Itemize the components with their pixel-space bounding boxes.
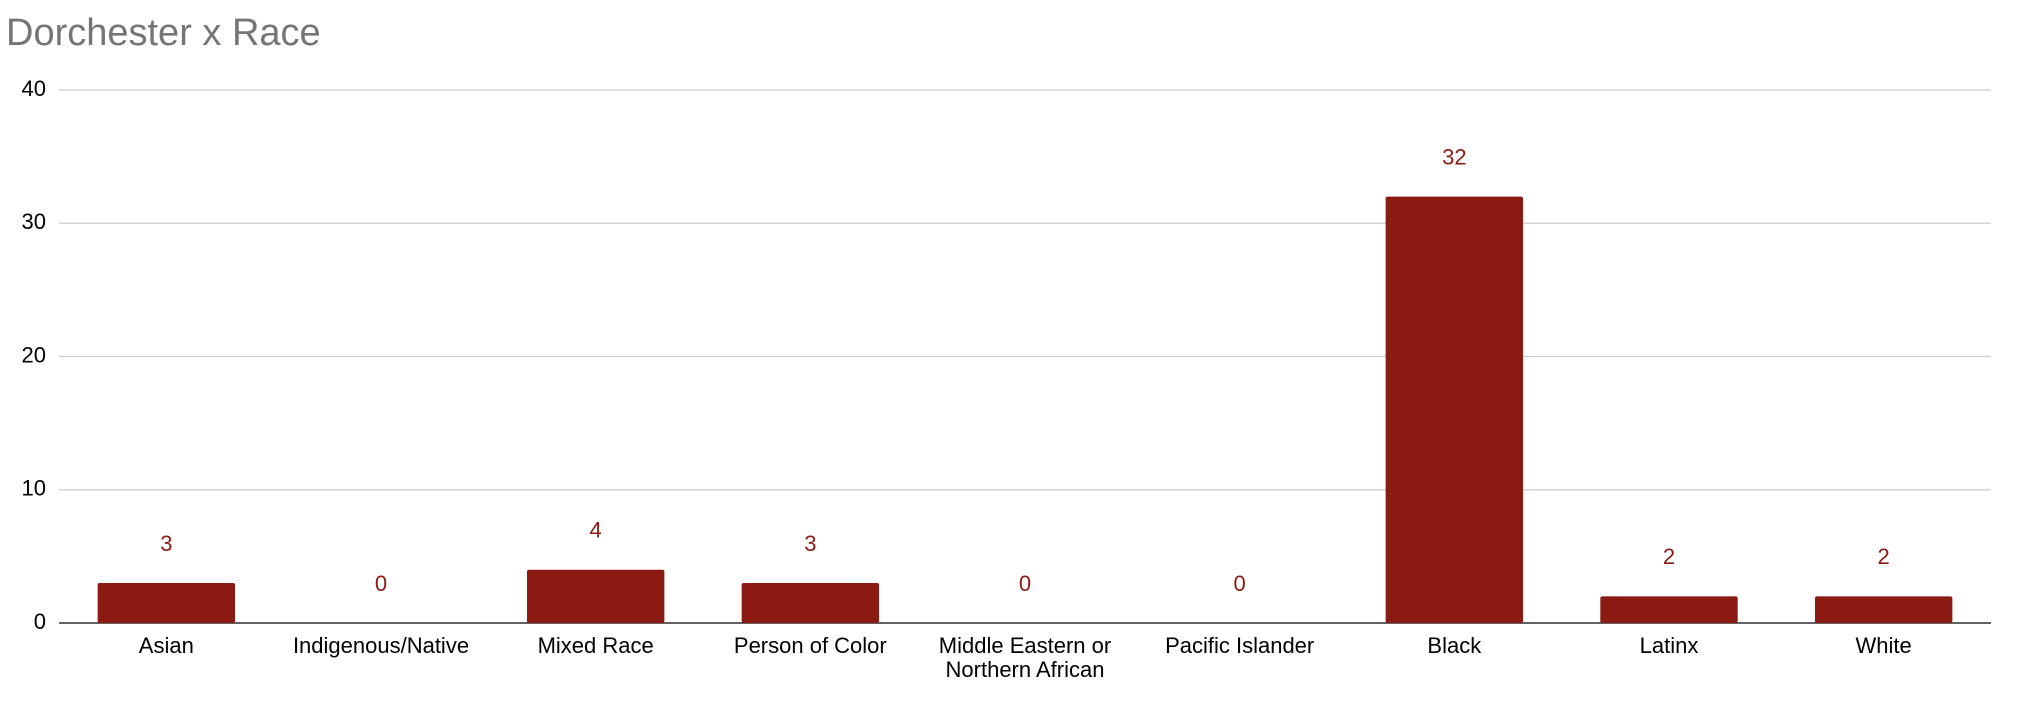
x-tick-label: Latinx xyxy=(1639,633,1699,658)
data-label: 2 xyxy=(1663,544,1675,569)
data-label: 3 xyxy=(160,531,172,556)
x-tick-label: Indigenous/Native xyxy=(292,633,470,658)
chart-title: Dorchester x Race xyxy=(6,12,321,54)
bar xyxy=(97,583,236,623)
data-label: 3 xyxy=(804,531,816,556)
bar xyxy=(741,583,880,623)
bar xyxy=(1385,196,1524,623)
y-tick-label: 0 xyxy=(34,609,46,634)
data-label: 4 xyxy=(590,518,602,543)
x-tick-label: Pacific Islander xyxy=(1165,633,1315,658)
x-tick-label: Middle Eastern or Northern African xyxy=(938,633,1112,682)
x-tick-label: Asian xyxy=(138,633,194,658)
bar xyxy=(526,569,665,623)
data-label: 32 xyxy=(1442,144,1466,169)
y-tick-label: 10 xyxy=(22,476,46,501)
y-tick-label: 40 xyxy=(22,76,46,101)
data-label: 0 xyxy=(1019,571,1031,596)
data-label: 0 xyxy=(1234,571,1246,596)
bar xyxy=(1814,596,1953,623)
data-label: 2 xyxy=(1878,544,1890,569)
x-tick-label: Person of Color xyxy=(733,633,887,658)
x-tick-label: White xyxy=(1855,633,1912,658)
y-tick-label: 30 xyxy=(22,209,46,234)
bar xyxy=(1600,596,1738,623)
y-tick-label: 20 xyxy=(22,342,46,367)
x-tick-label: Mixed Race xyxy=(537,633,654,658)
data-label: 0 xyxy=(375,571,387,596)
x-tick-label: Black xyxy=(1427,633,1482,658)
